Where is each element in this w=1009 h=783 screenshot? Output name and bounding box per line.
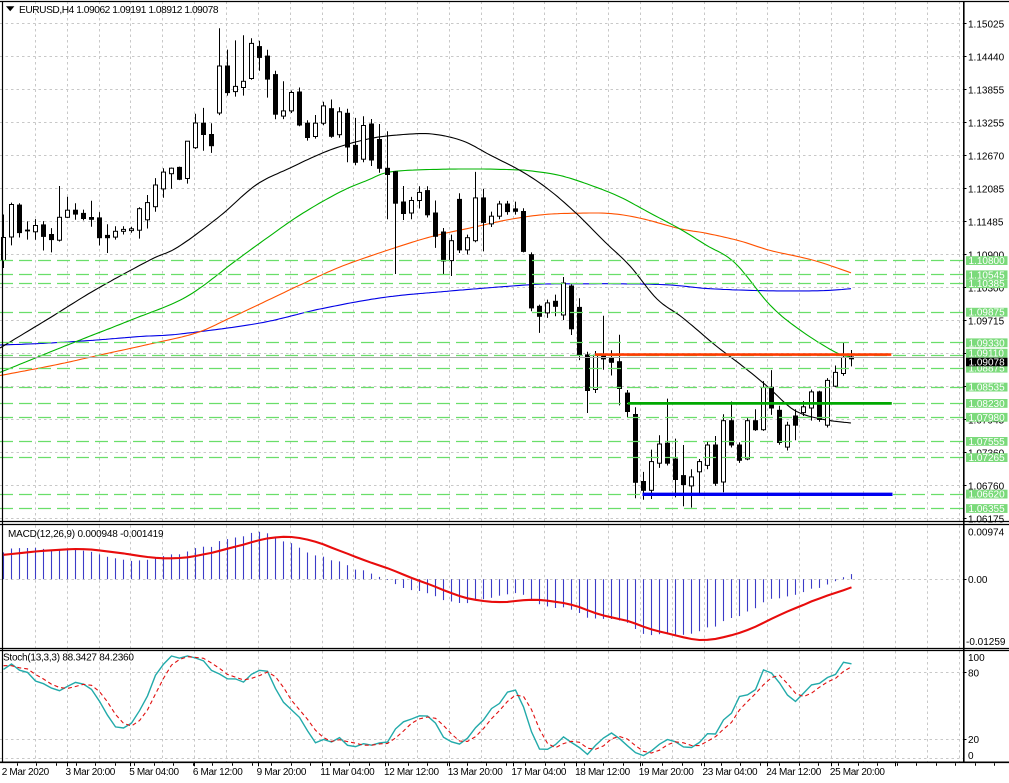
- svg-text:0.00: 0.00: [968, 575, 988, 586]
- svg-text:1.09715: 1.09715: [968, 316, 1005, 327]
- svg-text:80: 80: [968, 669, 980, 680]
- svg-text:5 Mar 04:00: 5 Mar 04:00: [129, 767, 179, 778]
- svg-text:24 Mar 12:00: 24 Mar 12:00: [766, 767, 822, 778]
- svg-text:1.10800: 1.10800: [969, 256, 1006, 267]
- svg-text:1.10385: 1.10385: [969, 279, 1006, 290]
- svg-text:19 Mar 20:00: 19 Mar 20:00: [639, 767, 695, 778]
- svg-text:1.08875: 1.08875: [969, 364, 1006, 375]
- svg-text:6 Mar 12:00: 6 Mar 12:00: [193, 767, 243, 778]
- svg-text:1.10300: 1.10300: [968, 283, 1005, 294]
- svg-text:1.08535: 1.08535: [969, 383, 1006, 394]
- svg-text:23 Mar 04:00: 23 Mar 04:00: [703, 767, 759, 778]
- svg-text:1.06355: 1.06355: [969, 504, 1006, 515]
- svg-text:EURUSD,H4 1.09062 1.09191 1.0: EURUSD,H4 1.09062 1.09191 1.08912 1.0907…: [19, 5, 219, 16]
- svg-text:0: 0: [968, 751, 974, 762]
- svg-text:1.12085: 1.12085: [968, 184, 1005, 195]
- svg-text:1.13855: 1.13855: [968, 85, 1005, 96]
- svg-text:9 Mar 20:00: 9 Mar 20:00: [257, 767, 307, 778]
- svg-text:2 Mar 2020: 2 Mar 2020: [2, 767, 50, 778]
- svg-text:1.07265: 1.07265: [969, 453, 1006, 464]
- svg-text:1.09330: 1.09330: [969, 338, 1006, 349]
- svg-text:12 Mar 12:00: 12 Mar 12:00: [384, 767, 440, 778]
- svg-text:1.08230: 1.08230: [969, 399, 1006, 410]
- svg-text:1.15025: 1.15025: [968, 19, 1005, 30]
- svg-text:1.09078: 1.09078: [969, 357, 1006, 368]
- svg-text:1.06175: 1.06175: [968, 514, 1005, 525]
- svg-text:1.09110: 1.09110: [969, 349, 1005, 360]
- svg-text:1.07980: 1.07980: [969, 413, 1006, 424]
- svg-text:1.11485: 1.11485: [968, 217, 1004, 228]
- svg-text:1.06620: 1.06620: [969, 490, 1006, 501]
- svg-text:1.10545: 1.10545: [969, 270, 1006, 281]
- svg-text:25 Mar 20:00: 25 Mar 20:00: [830, 767, 886, 778]
- svg-text:18 Mar 12:00: 18 Mar 12:00: [575, 767, 631, 778]
- svg-text:1.13255: 1.13255: [968, 118, 1005, 129]
- svg-text:1.07555: 1.07555: [969, 437, 1006, 448]
- svg-text:Stoch(13,3,3) 88.3427 84.2360: Stoch(13,3,3) 88.3427 84.2360: [3, 653, 134, 664]
- svg-text:1.06760: 1.06760: [968, 481, 1005, 492]
- svg-text:-0.01259: -0.01259: [966, 637, 1006, 648]
- svg-text:100: 100: [968, 653, 985, 664]
- svg-text:1.10900: 1.10900: [968, 250, 1005, 261]
- svg-text:20: 20: [968, 735, 980, 746]
- svg-text:1.12670: 1.12670: [968, 151, 1005, 162]
- svg-text:1.09875: 1.09875: [969, 308, 1006, 319]
- svg-text:1.14440: 1.14440: [968, 52, 1005, 63]
- svg-text:17 Mar 04:00: 17 Mar 04:00: [511, 767, 567, 778]
- svg-text:13 Mar 20:00: 13 Mar 20:00: [448, 767, 504, 778]
- svg-text:0.00974: 0.00974: [968, 528, 1005, 539]
- svg-text:11 Mar 04:00: 11 Mar 04:00: [320, 767, 375, 778]
- svg-text:MACD(12,26,9) 0.000948 -0.0014: MACD(12,26,9) 0.000948 -0.001419: [8, 529, 164, 540]
- svg-text:3 Mar 20:00: 3 Mar 20:00: [66, 767, 116, 778]
